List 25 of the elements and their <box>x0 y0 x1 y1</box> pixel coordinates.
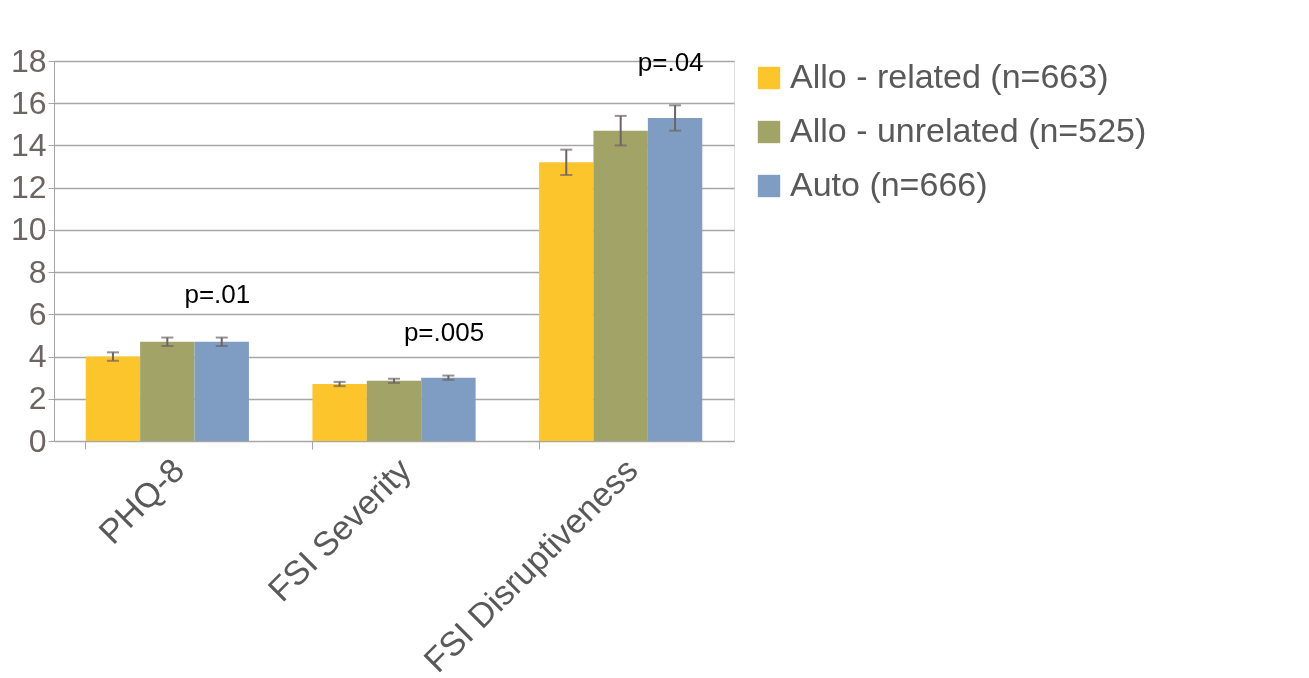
bar <box>85 356 141 441</box>
legend-label: Auto (n=666) <box>790 165 988 203</box>
y-tick-label: 4 <box>28 338 47 375</box>
y-tick-label: 10 <box>10 211 47 248</box>
y-tick-label: 14 <box>10 126 47 163</box>
y-tick-label: 12 <box>10 169 47 206</box>
bar <box>593 130 648 441</box>
bar <box>312 384 367 441</box>
y-tick-label: 6 <box>28 295 47 332</box>
bar <box>366 380 422 441</box>
annotation: p=.04 <box>637 47 704 78</box>
annotation: p=.01 <box>184 279 251 310</box>
bar <box>647 118 703 441</box>
annotation: p=.005 <box>403 317 485 348</box>
y-tick-label: 0 <box>28 422 47 459</box>
bar <box>140 341 195 441</box>
legend-label: Allo - unrelated (n=525) <box>790 111 1147 149</box>
y-tick-label: 18 <box>10 42 47 79</box>
bar <box>539 162 594 441</box>
bar <box>421 377 476 441</box>
y-tick-label: 16 <box>10 84 47 121</box>
y-tick-label: 8 <box>28 253 47 290</box>
y-tick-label: 2 <box>28 380 47 417</box>
bar <box>194 341 249 441</box>
legend-label: Allo - related (n=663) <box>790 57 1109 95</box>
